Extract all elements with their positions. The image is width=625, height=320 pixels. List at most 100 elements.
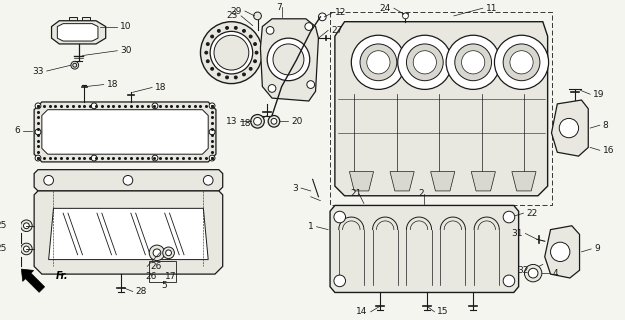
Text: 16: 16 <box>602 146 614 155</box>
Polygon shape <box>390 172 414 191</box>
Polygon shape <box>431 172 455 191</box>
Circle shape <box>71 61 79 69</box>
Circle shape <box>559 118 579 138</box>
Circle shape <box>402 13 408 19</box>
Text: 25: 25 <box>0 244 7 253</box>
Circle shape <box>249 35 252 38</box>
Circle shape <box>35 155 41 161</box>
Circle shape <box>35 103 41 109</box>
Circle shape <box>254 43 256 45</box>
Circle shape <box>406 44 443 81</box>
Circle shape <box>367 51 390 74</box>
Polygon shape <box>335 22 548 196</box>
Bar <box>330 12 552 205</box>
Circle shape <box>24 246 29 252</box>
Circle shape <box>209 129 215 135</box>
Circle shape <box>242 29 246 32</box>
Circle shape <box>242 73 246 76</box>
Text: 17: 17 <box>164 272 176 281</box>
Text: 22: 22 <box>526 209 538 218</box>
Text: 32: 32 <box>517 266 528 275</box>
Circle shape <box>268 38 310 81</box>
Polygon shape <box>330 205 519 292</box>
Circle shape <box>255 51 258 54</box>
Circle shape <box>307 81 314 88</box>
Circle shape <box>153 249 161 257</box>
Circle shape <box>503 211 515 223</box>
Circle shape <box>351 35 406 89</box>
Polygon shape <box>471 172 496 191</box>
Circle shape <box>268 84 276 92</box>
Text: 4: 4 <box>552 268 558 278</box>
Circle shape <box>91 103 97 109</box>
Circle shape <box>334 211 346 223</box>
Text: 9: 9 <box>594 244 600 253</box>
Polygon shape <box>545 226 579 278</box>
Text: 29: 29 <box>231 7 242 16</box>
Bar <box>69 17 77 22</box>
Circle shape <box>503 275 515 287</box>
Text: 10: 10 <box>120 22 132 31</box>
Circle shape <box>271 118 277 124</box>
Circle shape <box>234 76 238 79</box>
Bar <box>82 17 90 22</box>
Circle shape <box>398 35 452 89</box>
Text: 2: 2 <box>418 189 424 198</box>
Circle shape <box>446 35 500 89</box>
Circle shape <box>334 275 346 287</box>
Polygon shape <box>21 269 44 292</box>
Text: 30: 30 <box>120 46 132 55</box>
Circle shape <box>268 116 280 127</box>
Circle shape <box>203 175 213 185</box>
Circle shape <box>462 51 485 74</box>
Circle shape <box>413 51 436 74</box>
Circle shape <box>360 44 397 81</box>
Circle shape <box>149 245 164 260</box>
Text: 24: 24 <box>380 4 391 13</box>
Text: 18: 18 <box>240 119 252 128</box>
Polygon shape <box>349 172 374 191</box>
Circle shape <box>254 117 261 125</box>
Circle shape <box>494 35 549 89</box>
Circle shape <box>24 223 29 229</box>
Circle shape <box>206 43 209 45</box>
Text: Fr.: Fr. <box>56 271 68 281</box>
Text: 3: 3 <box>292 184 298 193</box>
Text: 13: 13 <box>226 117 238 126</box>
Circle shape <box>217 73 220 76</box>
Text: 20: 20 <box>291 117 302 126</box>
Text: 26: 26 <box>150 262 161 271</box>
Circle shape <box>551 242 570 261</box>
Circle shape <box>254 12 261 20</box>
Circle shape <box>166 250 171 256</box>
Circle shape <box>35 129 41 135</box>
Polygon shape <box>49 208 208 260</box>
Text: 14: 14 <box>356 307 367 316</box>
Circle shape <box>524 264 542 282</box>
Circle shape <box>503 44 540 81</box>
Circle shape <box>528 268 538 278</box>
Circle shape <box>91 155 97 161</box>
Circle shape <box>214 35 249 70</box>
Polygon shape <box>34 191 222 274</box>
Polygon shape <box>34 102 216 162</box>
Circle shape <box>226 76 229 79</box>
Text: 1: 1 <box>308 222 314 231</box>
Text: 18: 18 <box>155 83 166 92</box>
Circle shape <box>205 51 208 54</box>
Polygon shape <box>42 110 208 154</box>
Circle shape <box>266 27 274 34</box>
Text: 33: 33 <box>32 67 44 76</box>
Text: 12: 12 <box>335 9 346 18</box>
Polygon shape <box>261 19 319 101</box>
Text: 7: 7 <box>276 3 282 12</box>
Circle shape <box>217 29 220 32</box>
Circle shape <box>251 115 264 128</box>
Circle shape <box>234 27 238 29</box>
Polygon shape <box>34 170 222 191</box>
Polygon shape <box>58 24 98 41</box>
Text: 15: 15 <box>438 307 449 316</box>
Text: 8: 8 <box>602 121 609 130</box>
Text: 23: 23 <box>227 12 238 20</box>
Text: 5: 5 <box>161 281 167 290</box>
